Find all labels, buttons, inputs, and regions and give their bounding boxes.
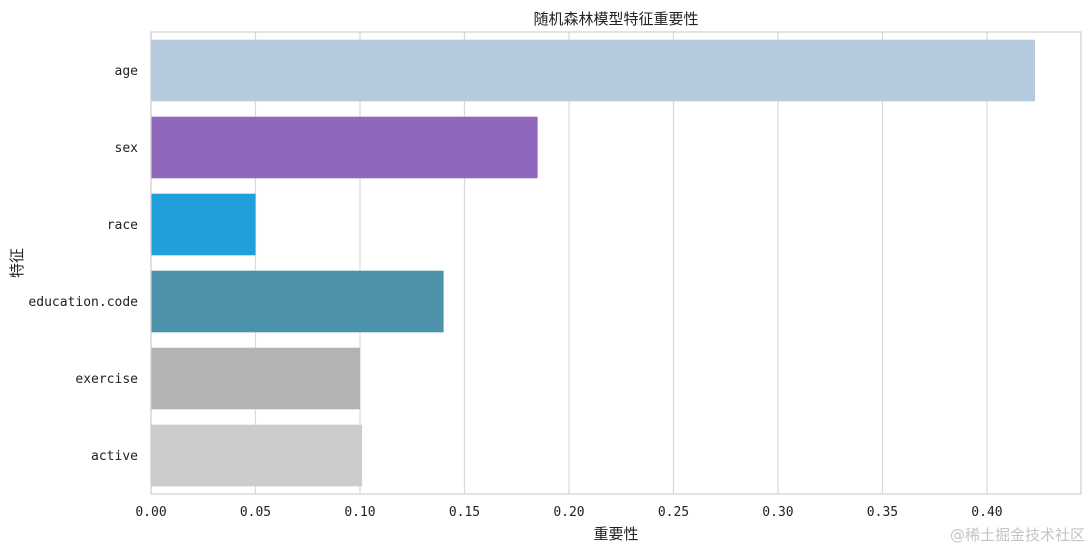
bar-race [151, 193, 256, 256]
x-tick-label: 0.15 [449, 505, 480, 520]
x-tick-label: 0.00 [135, 505, 166, 520]
watermark-text: @稀土掘金技术社区 [949, 526, 1085, 544]
bar-education-code [151, 270, 444, 333]
x-tick-label: 0.10 [344, 505, 375, 520]
grid-lines [150, 32, 988, 494]
chart-title: 随机森林模型特征重要性 [533, 10, 698, 28]
x-tick-label: 0.05 [240, 505, 271, 520]
y-axis-label: 特征 [8, 248, 26, 278]
y-tick-label: education.code [28, 295, 138, 310]
x-tick-label: 0.25 [658, 505, 689, 520]
x-tick-label: 0.30 [762, 505, 793, 520]
y-tick-label: exercise [75, 372, 138, 387]
x-tick-labels: 0.00 0.05 0.10 0.15 0.20 0.25 0.30 0.35 0.40 [135, 505, 1002, 520]
x-tick-label: 0.35 [867, 505, 898, 520]
y-tick-labels: age sex race education.code exercise active [28, 64, 138, 464]
bar-age [151, 39, 1036, 102]
y-tick-label: active [91, 449, 138, 464]
x-tick-label: 0.20 [553, 505, 584, 520]
x-tick-label: 0.40 [971, 505, 1002, 520]
y-tick-label: age [115, 64, 139, 79]
bar-exercise [151, 347, 360, 410]
bar-active [151, 424, 363, 487]
bars-group [151, 39, 1036, 487]
y-tick-label: sex [115, 141, 139, 156]
bar-sex [151, 116, 538, 179]
plot-frame [150, 31, 1082, 495]
x-axis-label: 重要性 [593, 525, 638, 543]
y-tick-label: race [107, 218, 138, 233]
